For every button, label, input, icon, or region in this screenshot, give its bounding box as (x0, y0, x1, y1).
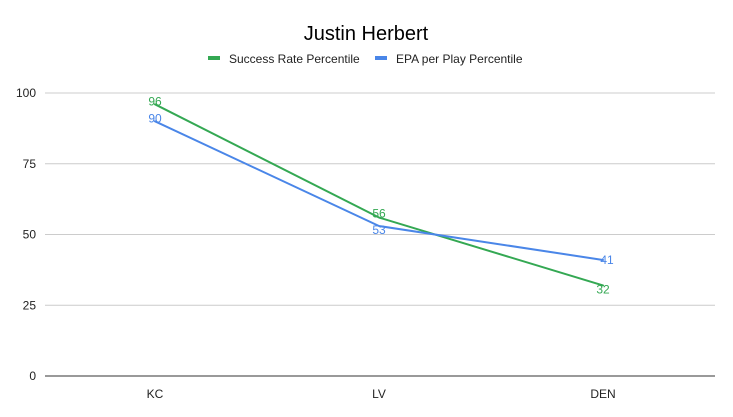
x-tick-label: KC (147, 387, 164, 401)
data-label: 32 (596, 282, 610, 296)
data-label: 41 (600, 253, 614, 267)
data-label: 90 (148, 111, 162, 125)
y-tick-label: 0 (29, 369, 36, 383)
legend-item-success-rate: Success Rate Percentile (208, 52, 360, 66)
y-tick-label: 100 (16, 86, 36, 100)
legend-label-success-rate: Success Rate Percentile (229, 52, 360, 66)
x-tick-label: LV (372, 387, 386, 401)
legend: Success Rate Percentile EPA per Play Per… (208, 52, 523, 66)
x-tick-label: DEN (590, 387, 615, 401)
y-axis: 0 25 50 75 100 (16, 86, 36, 383)
series-line-success-rate (154, 103, 604, 287)
data-labels: 96 56 32 90 53 41 (148, 94, 614, 296)
y-tick-label: 50 (23, 228, 37, 242)
x-axis: KC LV DEN (147, 387, 616, 401)
legend-item-epa-per-play: EPA per Play Percentile (375, 52, 523, 66)
data-label: 53 (372, 223, 386, 237)
data-label: 56 (372, 207, 386, 221)
data-label: 96 (148, 94, 162, 108)
series-line-epa-per-play (154, 120, 604, 261)
y-tick-label: 25 (23, 298, 37, 312)
y-tick-label: 75 (23, 157, 37, 171)
legend-swatch-success-rate (208, 56, 220, 60)
gridlines (45, 92, 715, 377)
legend-swatch-epa-per-play (375, 56, 387, 60)
chart-title: Justin Herbert (304, 23, 429, 45)
series-lines (154, 103, 604, 287)
legend-label-epa-per-play: EPA per Play Percentile (396, 52, 523, 66)
